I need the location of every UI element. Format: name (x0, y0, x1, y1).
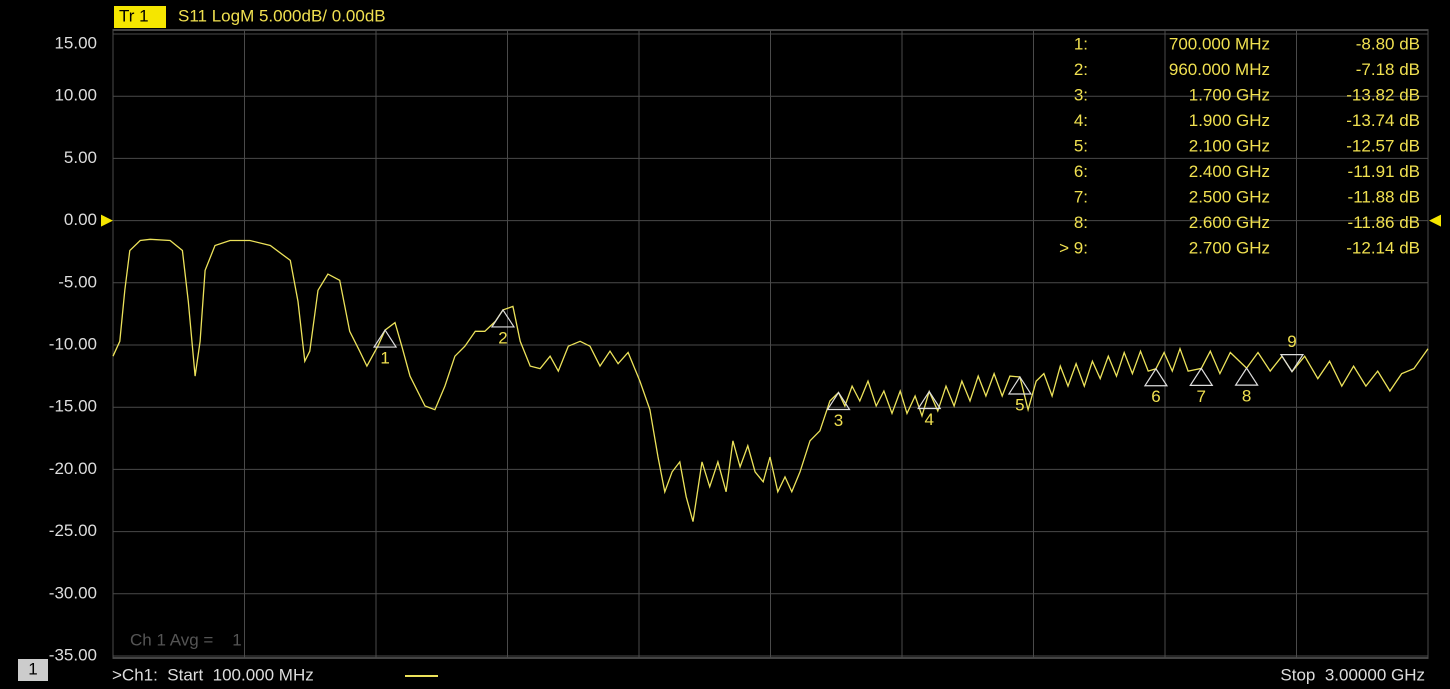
marker-id: 4 (924, 410, 933, 429)
reference-marker (1429, 214, 1441, 227)
marker-triangle (1234, 367, 1259, 386)
marker-freq: 700.000 MHz (1169, 34, 1270, 53)
y-tick-label: -15.00 (49, 397, 97, 416)
marker-freq: 2.400 GHz (1189, 162, 1270, 181)
marker-triangle (826, 391, 851, 411)
y-tick-label: 5.00 (64, 148, 97, 167)
reference-marker (101, 214, 113, 227)
y-tick-label: 15.00 (54, 33, 97, 52)
marker-row: 1: (1074, 34, 1088, 53)
start-label: >Ch1: Start 100.000 MHz (112, 665, 314, 684)
trace-label: Tr 1 (119, 6, 149, 25)
marker-id: 8 (1242, 387, 1251, 406)
marker-id: 7 (1197, 387, 1206, 406)
avg-annotation: Ch 1 Avg = 1 (130, 630, 242, 649)
marker-freq: 1.700 GHz (1189, 85, 1270, 104)
marker-id: 3 (834, 411, 843, 430)
y-tick-label: 0.00 (64, 210, 97, 229)
marker-id: 2 (498, 328, 507, 347)
marker-row: 8: (1074, 213, 1088, 232)
marker-freq: 2.700 GHz (1189, 238, 1270, 257)
marker-value: -13.74 dB (1346, 111, 1420, 130)
marker-triangle (1143, 367, 1169, 387)
marker-triangle (1189, 367, 1214, 386)
marker-freq: 960.000 MHz (1169, 60, 1270, 79)
marker-triangle (1279, 354, 1305, 373)
channel-number: 1 (28, 659, 37, 678)
marker-triangle (372, 328, 398, 348)
marker-value: -8.80 dB (1356, 34, 1420, 53)
marker-value: -11.91 dB (1348, 162, 1420, 181)
marker-triangle (1007, 375, 1032, 395)
marker-id: 6 (1151, 387, 1160, 406)
y-tick-label: -25.00 (49, 521, 97, 540)
marker-row: 7: (1074, 187, 1088, 206)
channel-box (18, 659, 48, 681)
marker-id: 1 (380, 349, 389, 368)
marker-value: -12.14 dB (1346, 238, 1420, 257)
marker-row: 4: (1074, 111, 1088, 130)
trace-format: S11 LogM 5.000dB/ 0.00dB (178, 6, 386, 25)
marker-triangle (917, 390, 942, 410)
marker-id: 5 (1015, 395, 1024, 414)
trace-badge (114, 6, 166, 28)
marker-row: 5: (1074, 136, 1088, 155)
y-tick-label: -20.00 (49, 459, 97, 478)
marker-triangle (490, 308, 516, 328)
marker-value: -12.57 dB (1346, 136, 1420, 155)
y-tick-label: -35.00 (49, 645, 97, 664)
marker-freq: 2.600 GHz (1189, 213, 1270, 232)
y-tick-label: -10.00 (49, 334, 97, 353)
marker-row: 2: (1074, 60, 1088, 79)
y-tick-label: -30.00 (49, 583, 97, 602)
marker-value: -11.86 dB (1348, 213, 1420, 232)
marker-freq: 2.100 GHz (1189, 136, 1270, 155)
trace (112, 238, 1429, 522)
y-tick-label: 10.00 (54, 86, 97, 105)
marker-freq: 1.900 GHz (1189, 111, 1270, 130)
marker-row: 6: (1074, 162, 1088, 181)
stop-label: Stop 3.00000 GHz (1280, 665, 1425, 684)
marker-id: 9 (1287, 332, 1296, 351)
marker-row: 3: (1074, 85, 1088, 104)
marker-value: -11.88 dB (1348, 187, 1420, 206)
marker-value: -13.82 dB (1346, 85, 1420, 104)
marker-value: -7.18 dB (1356, 60, 1420, 79)
marker-row: > 9: (1059, 238, 1088, 257)
marker-freq: 2.500 GHz (1189, 187, 1270, 206)
y-tick-label: -5.00 (58, 272, 97, 291)
